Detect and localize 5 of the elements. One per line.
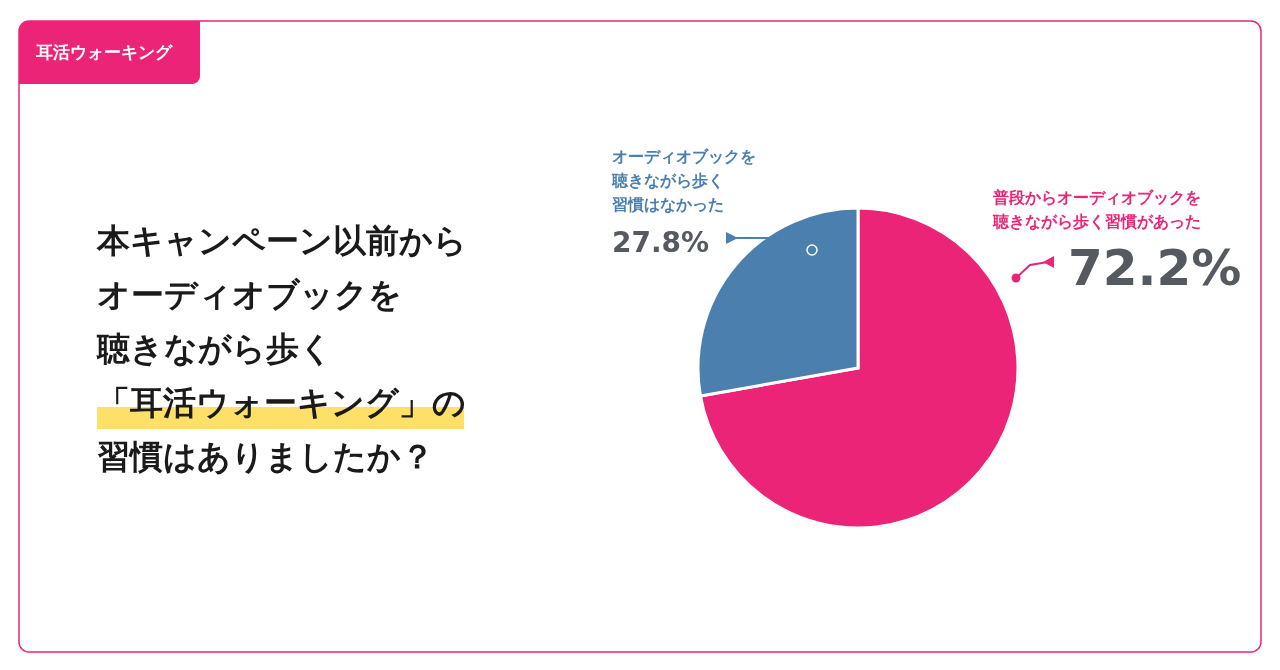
data-label: 27.8%	[612, 226, 710, 259]
slice-label: 普段からオーディオブックを聴きながら歩く習慣があった	[992, 188, 1201, 231]
slice-label: オーディオブックを聴きながら歩く習慣はなかった	[611, 147, 756, 214]
data-label: 72.2%	[1068, 239, 1242, 297]
text: 耳活ウォーキング	[35, 42, 173, 62]
